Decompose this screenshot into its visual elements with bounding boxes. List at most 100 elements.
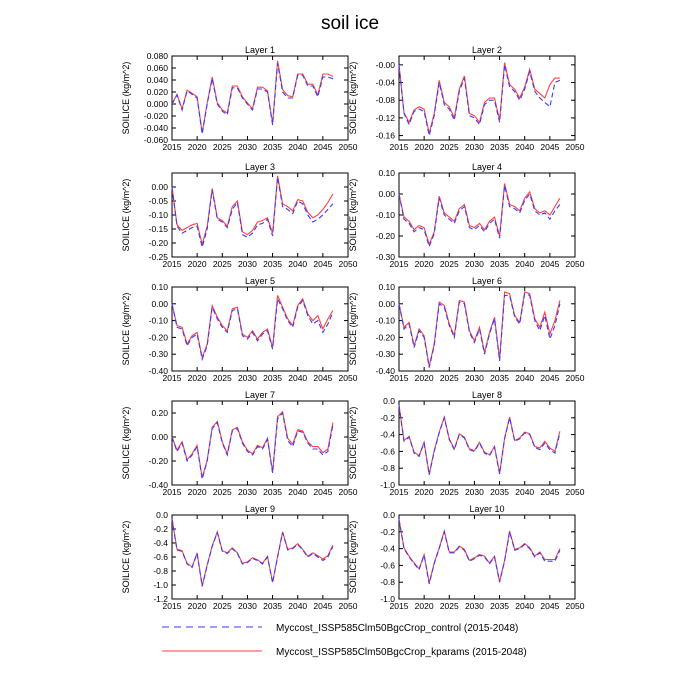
panel-layer-4: Layer 4 2015 2020 2025 2030 2035 2040 2045 2050 0… (348, 162, 585, 269)
y-tick-label: -0.12 (376, 113, 396, 123)
x-tick-label: 2030 (238, 487, 257, 497)
y-tick-label: 0.20 (151, 408, 168, 418)
x-tick-label: 2040 (288, 142, 307, 152)
panel-layer-1: Layer 1 2015 2020 2025 2030 2035 2040 2045 2050 -… (121, 45, 358, 152)
x-tick-label: 2040 (288, 373, 307, 383)
y-tick-label: -0.4 (153, 538, 168, 548)
x-tick-label: 2040 (515, 487, 534, 497)
x-tick-label: 2015 (163, 142, 182, 152)
figure-title: soil ice (321, 13, 379, 34)
y-tick-label: 0.10 (151, 282, 168, 292)
x-tick-label: 2045 (540, 487, 559, 497)
y-tick-label: 0.0 (383, 396, 395, 406)
x-tick-label: 2035 (490, 601, 509, 611)
x-tick-label: 2050 (339, 487, 358, 497)
legend-label-kparams: Myccost_ISSP585Clm50BgcCrop_kparams (201… (276, 647, 527, 658)
x-tick-label: 2050 (566, 373, 585, 383)
x-tick-label: 2050 (339, 601, 358, 611)
x-tick-label: 2015 (390, 373, 409, 383)
x-tick-label: 2045 (540, 601, 559, 611)
y-tick-label: -0.40 (376, 366, 396, 376)
x-tick-label: 2025 (213, 142, 232, 152)
x-tick-label: 2025 (440, 487, 459, 497)
y-axis-label: SOILICE (kg/m^2) (348, 62, 358, 135)
y-tick-label: -0.2 (380, 413, 395, 423)
x-tick-label: 2050 (566, 601, 585, 611)
y-tick-label: -0.00 (376, 60, 396, 70)
x-tick-label: 2035 (490, 487, 509, 497)
series-line-kparams (398, 183, 561, 247)
series-line-kparams (398, 62, 560, 134)
y-axis-label: SOILICE (kg/m^2) (348, 407, 358, 480)
x-tick-label: 2045 (540, 373, 559, 383)
panel-title: Layer 10 (469, 504, 504, 514)
y-tick-label: -0.30 (376, 349, 396, 359)
y-tick-label: -0.2 (153, 524, 168, 534)
x-tick-label: 2020 (415, 142, 434, 152)
x-tick-label: 2025 (213, 601, 232, 611)
x-tick-label: 2050 (339, 142, 358, 152)
y-axis-label: SOILICE (kg/m^2) (348, 521, 358, 594)
panel-layer-3: Layer 3 2015 2020 2025 2030 2035 2040 2045 2050 0… (121, 162, 358, 269)
x-tick-label: 2015 (163, 259, 182, 269)
x-tick-label: 2040 (515, 142, 534, 152)
y-tick-label: -0.05 (149, 196, 169, 206)
x-tick-label: 2020 (188, 142, 207, 152)
y-tick-label: -0.10 (376, 316, 396, 326)
x-tick-label: 2035 (490, 373, 509, 383)
plot-frame (398, 400, 576, 486)
x-tick-label: 2040 (515, 259, 534, 269)
y-tick-label: -0.10 (149, 316, 169, 326)
y-tick-label: -0.40 (149, 480, 169, 490)
plot-frame (171, 55, 349, 141)
x-tick-label: 2015 (390, 601, 409, 611)
y-tick-label: 0.020 (147, 87, 169, 97)
y-tick-label: -0.020 (144, 111, 168, 121)
x-tick-label: 2035 (263, 487, 282, 497)
y-tick-label: 0.00 (151, 299, 168, 309)
y-tick-label: -1.0 (380, 480, 395, 490)
panel-layer-2: Layer 2 2015 2020 2025 2030 2035 2040 2045 2050 -… (348, 45, 585, 152)
y-tick-label: -0.20 (149, 456, 169, 466)
series-line-kparams (171, 295, 334, 360)
panel-layer-10: Layer 10 2015 2020 2025 2030 2035 2040 2045 2050… (348, 504, 585, 611)
y-tick-label: 0.00 (378, 189, 395, 199)
y-tick-label: -0.25 (149, 252, 169, 262)
panel-layer-7: Layer 7 2015 2020 2025 2030 2035 2040 2045 2050 0… (121, 390, 358, 497)
panel-title: Layer 3 (245, 162, 275, 172)
y-tick-label: -1.2 (153, 594, 168, 604)
plot-frame (171, 286, 349, 372)
y-tick-label: -0.30 (376, 252, 396, 262)
y-axis-label: SOILICE (kg/m^2) (348, 293, 358, 366)
x-tick-label: 2050 (566, 487, 585, 497)
y-tick-label: 0.10 (378, 282, 395, 292)
x-tick-label: 2045 (313, 601, 332, 611)
plot-frame (398, 514, 576, 600)
x-tick-label: 2030 (238, 373, 257, 383)
series-line-control (398, 64, 561, 136)
y-tick-label: -0.10 (149, 210, 169, 220)
x-tick-label: 2030 (465, 601, 484, 611)
y-tick-label: -1.0 (380, 594, 395, 604)
y-tick-label: -0.4 (380, 430, 395, 440)
y-axis-label: SOILICE (kg/m^2) (121, 407, 131, 480)
plot-frame (398, 55, 576, 141)
y-tick-label: 0.0 (156, 510, 168, 520)
y-tick-label: -0.20 (149, 238, 169, 248)
x-tick-label: 2035 (263, 373, 282, 383)
legend-label-control: Myccost_ISSP585Clm50BgcCrop_control (201… (276, 623, 518, 634)
y-tick-label: -0.20 (376, 231, 396, 241)
series-line-kparams (398, 291, 561, 367)
series-line-control (171, 296, 334, 362)
y-tick-label: -0.4 (380, 544, 395, 554)
x-tick-label: 2025 (440, 259, 459, 269)
y-tick-label: -0.20 (149, 332, 169, 342)
x-tick-label: 2035 (490, 259, 509, 269)
y-axis-label: SOILICE (kg/m^2) (121, 179, 131, 252)
y-tick-label: 0.080 (147, 51, 169, 61)
series-line-kparams (398, 519, 561, 584)
series-line-control (171, 177, 334, 250)
y-tick-label: 0.040 (147, 75, 169, 85)
plot-frame (171, 400, 349, 486)
y-axis-label: SOILICE (kg/m^2) (121, 293, 131, 366)
